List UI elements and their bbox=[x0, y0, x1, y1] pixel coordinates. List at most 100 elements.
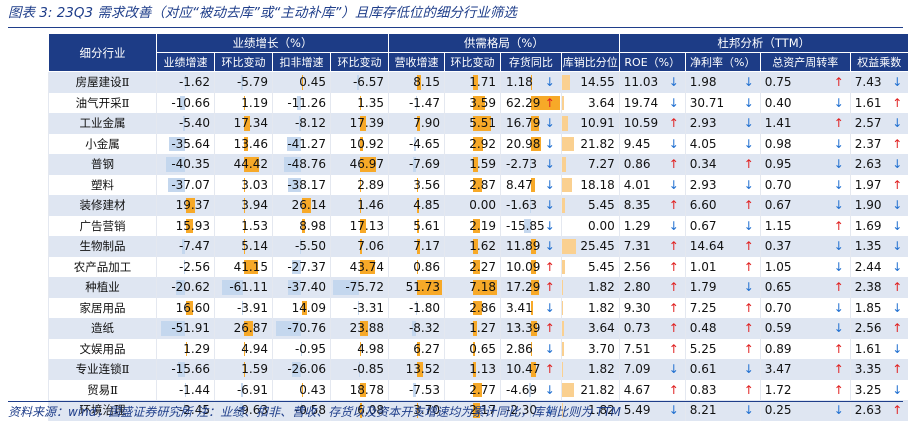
equity-multiplier-cell: 1.69 ↓ bbox=[849, 215, 909, 236]
asset-turnover-value: 1.15 bbox=[764, 218, 792, 233]
asset-turnover-cell: 0.40 ↓ bbox=[759, 92, 851, 113]
equity-multiplier-value: 2.44 bbox=[854, 259, 882, 274]
nonrecurring-change-cell: 18.78 bbox=[330, 379, 389, 400]
inventory-sales-ratio-cell: 1.82 bbox=[560, 359, 620, 380]
trend-arrow-icon: ↓ bbox=[892, 382, 903, 397]
asset-turnover-cell: 0.65 ↑ bbox=[759, 277, 851, 298]
equity-multiplier-cell: 2.37 ↑ bbox=[849, 133, 909, 154]
data-bar bbox=[562, 198, 565, 213]
revenue-growth-cell: 8.15 bbox=[388, 71, 445, 93]
nonrecurring-growth-value: -0.58 bbox=[294, 403, 326, 418]
industry-name: 小金属 bbox=[48, 133, 157, 154]
net-margin-value: 4.05 bbox=[689, 136, 717, 151]
industry-name: 塑料 bbox=[48, 174, 157, 195]
net-margin-value: 14.64 bbox=[689, 239, 725, 254]
earnings-growth-cell: -7.47 bbox=[156, 236, 215, 257]
inventory-sales-ratio-cell: 10.91 bbox=[560, 113, 620, 134]
inventory-sales-ratio-value: 1.82 bbox=[588, 403, 615, 418]
revenue-change-value: 1.27 bbox=[469, 321, 496, 336]
col-equity-multiplier-header: 权益乘数 bbox=[849, 52, 909, 72]
inventory-yoy-cell: -4.69 ↓ bbox=[500, 379, 562, 400]
asset-turnover-value: 0.40 bbox=[764, 95, 792, 110]
inventory-yoy-value: -2.30 bbox=[506, 403, 538, 418]
table-row: 文娱用品 1.29 4.94 -0.95 4.98 6.27 0.65 2.86 ↓ 3.70 7.… bbox=[48, 338, 909, 359]
trend-arrow-icon: ↓ bbox=[668, 362, 679, 377]
inventory-yoy-cell: 16.79 ↓ bbox=[500, 113, 562, 134]
data-bar bbox=[562, 300, 563, 315]
earnings-change-cell: -6.91 bbox=[214, 379, 273, 400]
earnings-change-cell: 1.59 bbox=[214, 359, 273, 380]
earnings-change-cell: -9.63 bbox=[214, 400, 273, 421]
roe-value: 7.51 bbox=[623, 341, 651, 356]
inventory-sales-ratio-value: 0.00 bbox=[588, 218, 615, 233]
title-rule bbox=[8, 27, 903, 28]
table-row: 环境治理 -2.45 -9.63 -0.58 6.08 3.70 2.17 -2.30 ↓ 1.8… bbox=[48, 400, 909, 421]
roe-cell: 0.86 ↑ bbox=[618, 154, 686, 175]
net-margin-value: 2.93 bbox=[689, 177, 717, 192]
nonrecurring-growth-cell: -8.12 bbox=[272, 113, 331, 134]
roe-value: 4.67 bbox=[623, 382, 651, 397]
earnings-growth-cell: 16.60 bbox=[156, 297, 215, 318]
roe-value: 2.80 bbox=[623, 280, 651, 295]
net-margin-cell: 0.34 ↑ bbox=[684, 154, 761, 175]
trend-arrow-icon: ↑ bbox=[833, 362, 844, 377]
roe-cell: 4.67 ↑ bbox=[618, 379, 686, 400]
trend-arrow-icon: ↓ bbox=[833, 177, 844, 192]
revenue-growth-value: -4.65 bbox=[408, 136, 440, 151]
trend-arrow-icon: ↑ bbox=[892, 280, 903, 295]
roe-cell: 11.03 ↓ bbox=[618, 71, 686, 93]
trend-arrow-icon: ↑ bbox=[833, 218, 844, 233]
asset-turnover-cell: 1.41 ↑ bbox=[759, 113, 851, 134]
revenue-growth-value: 6.27 bbox=[413, 341, 440, 356]
asset-turnover-cell: 3.47 ↑ bbox=[759, 359, 851, 380]
table-row: 工业金属 -5.40 17.34 -8.12 17.39 7.90 5.51 16.79 ↓ 10… bbox=[48, 113, 909, 134]
revenue-growth-value: 51.73 bbox=[405, 280, 440, 295]
nonrecurring-growth-value: -37.40 bbox=[287, 280, 326, 295]
inventory-sales-ratio-cell: 1.82 bbox=[560, 297, 620, 318]
earnings-change-value: 4.94 bbox=[241, 341, 268, 356]
inventory-sales-ratio-value: 10.91 bbox=[580, 116, 615, 131]
revenue-change-value: 1.59 bbox=[469, 157, 496, 172]
equity-multiplier-cell: 2.56 ↑ bbox=[849, 318, 909, 339]
nonrecurring-change-value: -3.31 bbox=[352, 300, 384, 315]
revenue-change-cell: 1.71 bbox=[444, 71, 501, 93]
roe-cell: 7.31 ↑ bbox=[618, 236, 686, 257]
roe-cell: 1.29 ↓ bbox=[618, 215, 686, 236]
equity-multiplier-cell: 1.90 ↓ bbox=[849, 195, 909, 216]
revenue-growth-value: 13.52 bbox=[405, 362, 440, 377]
group-supply-header: 供需格局（%） bbox=[388, 33, 620, 53]
trend-arrow-icon: ↓ bbox=[743, 95, 754, 110]
industry-name: 造纸 bbox=[48, 318, 157, 339]
nonrecurring-growth-value: -8.12 bbox=[294, 116, 326, 131]
inventory-yoy-cell: 11.89 ↓ bbox=[500, 236, 562, 257]
earnings-change-cell: 1.19 bbox=[214, 92, 273, 113]
earnings-growth-cell: 1.29 bbox=[156, 338, 215, 359]
inventory-sales-ratio-value: 7.27 bbox=[588, 157, 615, 172]
table-row: 油气开采Ⅱ -10.66 1.19 -11.26 1.35 -1.47 3.59 62.29 ↑… bbox=[48, 92, 909, 113]
inventory-sales-ratio-cell: 18.18 bbox=[560, 174, 620, 195]
asset-turnover-cell: 1.72 ↑ bbox=[759, 379, 851, 400]
net-margin-value: 2.93 bbox=[689, 116, 717, 131]
inventory-sales-ratio-value: 3.64 bbox=[588, 321, 615, 336]
nonrecurring-change-cell: 4.98 bbox=[330, 338, 389, 359]
inventory-yoy-value: 3.41 bbox=[506, 300, 533, 315]
trend-arrow-icon: ↑ bbox=[544, 259, 555, 274]
trend-arrow-icon: ↑ bbox=[892, 177, 903, 192]
nonrecurring-change-value: -75.72 bbox=[345, 280, 384, 295]
trend-arrow-icon: ↑ bbox=[743, 198, 754, 213]
revenue-change-value: 0.00 bbox=[469, 198, 496, 213]
roe-cell: 7.09 ↓ bbox=[618, 359, 686, 380]
asset-turnover-cell: 0.70 ↓ bbox=[759, 174, 851, 195]
nonrecurring-change-value: 7.06 bbox=[357, 239, 384, 254]
asset-turnover-value: 0.70 bbox=[764, 177, 792, 192]
nonrecurring-change-value: 18.78 bbox=[349, 382, 384, 397]
earnings-growth-value: 1.29 bbox=[183, 341, 210, 356]
revenue-change-cell: 3.59 bbox=[444, 92, 501, 113]
nonrecurring-change-cell: -3.31 bbox=[330, 297, 389, 318]
net-margin-cell: 6.60 ↑ bbox=[684, 195, 761, 216]
revenue-change-value: 1.62 bbox=[469, 239, 496, 254]
revenue-change-cell: 1.59 bbox=[444, 154, 501, 175]
asset-turnover-value: 1.41 bbox=[764, 116, 792, 131]
earnings-growth-cell: 19.37 bbox=[156, 195, 215, 216]
trend-arrow-icon: ↓ bbox=[743, 75, 754, 90]
